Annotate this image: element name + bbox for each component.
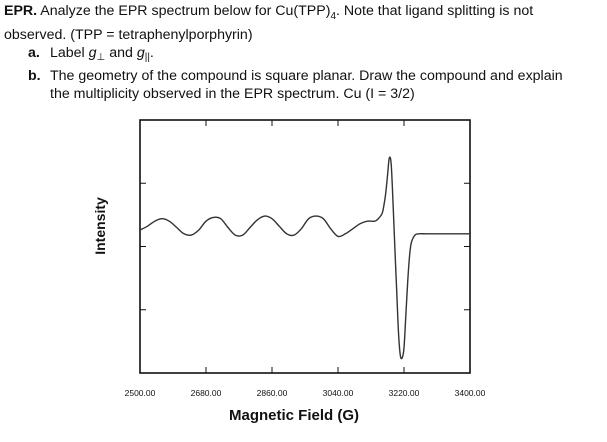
epr-spectrum-line (139, 156, 470, 360)
series-group (139, 156, 470, 360)
x-tick-label: 2500.00 (125, 388, 156, 398)
x-axis-ticks (139, 120, 471, 373)
part-a-marker: a. (28, 44, 40, 61)
formula-subscript: 4 (330, 10, 337, 22)
y-axis-title: Intensity (92, 197, 108, 255)
question-intro-line-1: EPR. Analyze the EPR spectrum below for … (4, 2, 604, 26)
plot-frame (139, 119, 471, 374)
x-tick-label: 3220.00 (389, 388, 420, 398)
perpendicular-subscript: ⊥ (96, 51, 106, 63)
y-axis-ticks (140, 182, 470, 311)
part-a-text: Label (50, 44, 89, 61)
g-parallel-symbol: g (136, 44, 145, 61)
part-a-and-text: and (105, 44, 137, 61)
part-a: a. Label g⊥ and g||. (4, 44, 604, 67)
x-axis-tick-labels: 2500.00 2680.00 2860.00 3040.00 3220.00 3400.… (125, 388, 486, 398)
question-text: EPR. Analyze the EPR spectrum below for … (4, 2, 604, 103)
x-tick-label: 2680.00 (191, 388, 222, 398)
question-intro-line-2: observed. (TPP = tetraphenylporphyrin) (4, 26, 253, 43)
question-heading: EPR. (4, 3, 38, 19)
part-b-line-1: The geometry of the compound is square p… (50, 67, 563, 84)
x-axis-title: Magnetic Field (G) (229, 407, 359, 424)
g-perpendicular-symbol: g (88, 44, 97, 61)
part-b: b. The geometry of the compound is squar… (4, 67, 604, 103)
question-intro-text: Analyze the EPR spectrum below for Cu(TP… (37, 3, 331, 19)
x-tick-label: 2860.00 (257, 388, 288, 398)
part-a-period: . (149, 44, 154, 61)
part-b-marker: b. (28, 67, 41, 84)
parallel-subscript: || (144, 51, 150, 63)
part-b-line-2: the multiplicity observed in the EPR spe… (50, 85, 415, 102)
x-tick-label: 3040.00 (323, 388, 354, 398)
x-tick-label: 3400.00 (455, 388, 486, 398)
question-intro-text-end: . Note that ligand splitting is not (336, 3, 534, 19)
